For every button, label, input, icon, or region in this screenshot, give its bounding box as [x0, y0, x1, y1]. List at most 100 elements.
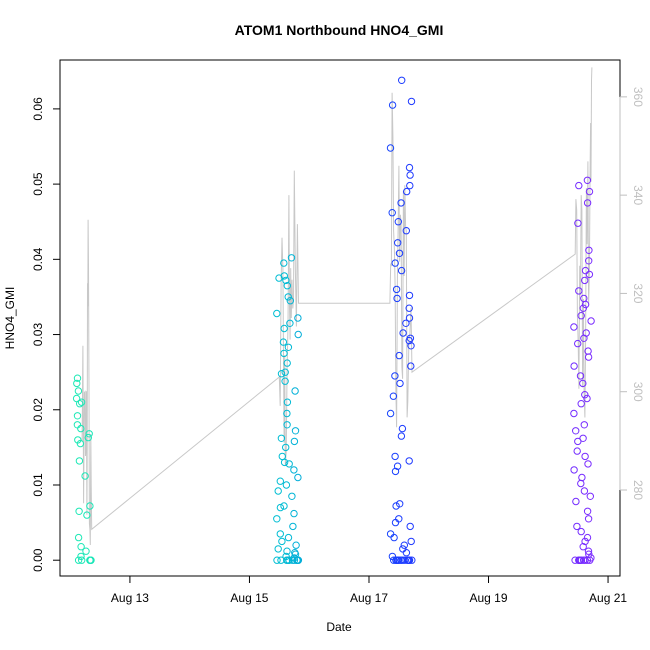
- data-point: [401, 556, 409, 564]
- data-point: [282, 443, 290, 452]
- data-point: [278, 452, 286, 461]
- chart-title: ATOM1 Northbound HNO4_GMI: [235, 22, 444, 38]
- data-point: [579, 434, 587, 442]
- data-point: [406, 171, 414, 179]
- data-point: [578, 473, 586, 482]
- data-point: [388, 552, 397, 561]
- data-point: [394, 218, 402, 226]
- data-point: [570, 409, 578, 418]
- data-point: [585, 257, 593, 265]
- data-point: [76, 439, 85, 448]
- data-point: [386, 144, 395, 152]
- data-point: [283, 409, 291, 418]
- y-tick-label: 0.03: [31, 323, 45, 347]
- data-point: [397, 432, 406, 440]
- data-point: [390, 556, 398, 564]
- y2-tick-label: 320: [631, 283, 645, 303]
- data-point: [395, 249, 404, 258]
- x-axis-label: Date: [326, 620, 352, 634]
- data-point: [393, 294, 401, 303]
- data-point: [581, 266, 590, 275]
- data-point: [287, 254, 296, 262]
- data-point: [280, 259, 288, 267]
- data-point: [81, 472, 89, 480]
- data-point: [280, 272, 288, 280]
- data-point: [77, 398, 86, 406]
- data-point: [587, 554, 595, 562]
- data-point: [274, 545, 282, 553]
- data-point: [74, 387, 83, 395]
- data-point: [283, 282, 291, 290]
- data-point: [581, 391, 589, 399]
- data-point: [584, 515, 593, 523]
- data-point: [402, 227, 410, 235]
- data-point: [583, 394, 591, 403]
- data-point: [273, 515, 281, 523]
- data-point: [573, 522, 581, 531]
- y-tick-label: 0.01: [31, 473, 45, 497]
- data-point: [77, 543, 85, 551]
- data-point: [396, 500, 404, 508]
- data-point: [582, 329, 590, 337]
- data-point: [399, 545, 407, 553]
- y-tick-label: 0.04: [31, 247, 45, 271]
- data-point: [585, 270, 594, 279]
- data-point: [570, 362, 578, 370]
- data-point: [86, 556, 94, 564]
- data-point: [276, 503, 285, 512]
- data-point: [399, 329, 407, 337]
- data-point: [290, 554, 298, 562]
- y2-tick-label: 280: [631, 480, 645, 500]
- data-point: [284, 343, 293, 351]
- y2-tick-label: 300: [631, 382, 645, 402]
- data-point: [388, 209, 396, 217]
- data-point: [278, 537, 286, 546]
- data-point: [580, 294, 588, 303]
- data-point: [577, 400, 585, 408]
- data-point: [585, 550, 593, 558]
- data-point: [294, 330, 302, 339]
- data-point: [277, 556, 285, 564]
- data-point: [73, 421, 82, 429]
- data-point: [398, 424, 407, 433]
- data-point: [393, 462, 402, 470]
- y2-tick-label: 340: [631, 185, 645, 205]
- data-point: [280, 349, 288, 358]
- data-point: [577, 527, 585, 536]
- data-point: [574, 339, 582, 348]
- data-point: [283, 398, 292, 406]
- data-point: [398, 76, 406, 85]
- data-point: [397, 199, 405, 207]
- y-tick-label: 0.00: [31, 548, 45, 572]
- data-point: [82, 547, 90, 555]
- y2-line-series: [81, 67, 593, 546]
- data-point: [406, 522, 414, 531]
- data-point: [273, 556, 281, 564]
- data-point: [577, 312, 585, 320]
- data-point: [586, 492, 594, 500]
- data-point: [400, 541, 408, 549]
- data-point: [405, 314, 414, 322]
- data-point: [276, 530, 284, 538]
- data-point: [389, 392, 398, 400]
- data-point: [397, 266, 406, 275]
- data-point: [386, 530, 395, 538]
- data-point: [286, 297, 294, 305]
- data-point: [574, 437, 582, 446]
- data-point: [280, 502, 288, 510]
- x-axis: Aug 13 Aug 15 Aug 17 Aug 19 Aug 21: [111, 575, 627, 605]
- y2-line: [81, 67, 593, 546]
- data-point: [74, 533, 83, 542]
- data-point: [284, 533, 293, 542]
- x-tick-label: Aug 15: [230, 591, 268, 605]
- data-point: [408, 556, 416, 564]
- data-point: [282, 481, 291, 489]
- data-point: [279, 338, 288, 346]
- data-point: [283, 556, 291, 564]
- data-point: [392, 285, 401, 294]
- data-point: [407, 537, 415, 546]
- data-point: [281, 377, 289, 385]
- data-point: [579, 304, 587, 312]
